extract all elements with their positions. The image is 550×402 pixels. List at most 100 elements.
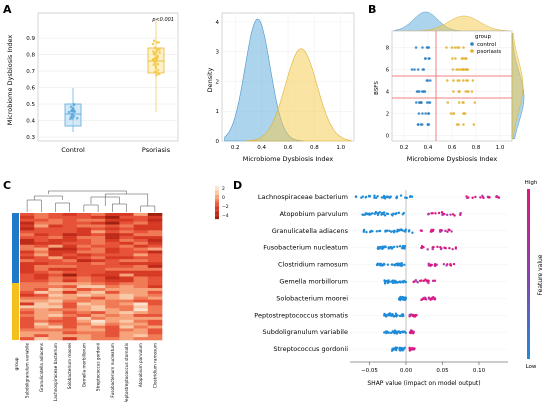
shap-low-point [373, 194, 376, 197]
psoriasis-point [466, 90, 470, 93]
y-tick-label: 0.6 [26, 86, 35, 92]
psoriasis-point [463, 112, 467, 115]
heatmap-cell [91, 250, 106, 254]
shap-low-point [364, 195, 368, 199]
heatmap-cell [133, 215, 149, 220]
shap-low-point [400, 246, 404, 250]
heatmap-cell [133, 279, 149, 283]
dendrogram-branch [112, 203, 127, 212]
y-tick-label: 2 [386, 112, 389, 118]
shap-low-point [398, 245, 402, 248]
heatmap-cell [119, 244, 134, 248]
heatmap-cell [133, 270, 149, 274]
heatmap-cell [76, 282, 92, 286]
heatmap-cell [62, 264, 78, 269]
heatmap-cell [76, 276, 92, 280]
heatmap-cell [48, 328, 63, 332]
heatmap-cell [133, 276, 149, 280]
shap-low-point [376, 263, 380, 266]
heatmap-cell [62, 322, 78, 326]
heatmap-cell [34, 224, 49, 228]
psoriasis-density-curve [245, 48, 353, 142]
psoriasis-point [472, 123, 476, 126]
p-value: p<0.001 [151, 17, 174, 23]
heatmap-cell [62, 319, 78, 323]
shap-high-point [440, 228, 443, 232]
heatmap-cell [105, 282, 120, 286]
heatmap-cell [147, 296, 163, 300]
heatmap-cell [119, 311, 134, 315]
shap-low-point [374, 196, 378, 200]
shap-low-point [404, 280, 407, 284]
heatmap-cell [48, 215, 63, 220]
heatmap-cell [48, 264, 63, 269]
x-tick-label: 1.0 [496, 145, 505, 151]
control-point [416, 123, 420, 126]
shap-low-point [395, 196, 398, 200]
psoriasis-point [456, 79, 460, 82]
heatmap-cell [133, 230, 149, 234]
heatmap-cell [105, 308, 120, 312]
shap-high-point [487, 196, 490, 199]
heatmap-cell [34, 270, 49, 274]
heatmap-cell [105, 288, 120, 292]
heatmap-cell [105, 253, 120, 257]
heatmap-cell [48, 302, 63, 306]
heatmap-cell [119, 325, 134, 329]
heatmap-cell [62, 308, 78, 312]
heatmap-cell [91, 247, 106, 251]
heatmap-cell [133, 227, 149, 231]
heatmap-cell [133, 319, 149, 323]
heatmap-cell [91, 230, 106, 234]
heatmap-cell [119, 259, 134, 263]
heatmap-cell [62, 244, 78, 248]
shap-low-point [378, 211, 382, 214]
heatmap-cell [20, 218, 35, 222]
shap-high-point [459, 212, 462, 215]
heatmap-cell [34, 262, 49, 266]
control-point [417, 90, 421, 93]
colorbar-step [215, 217, 219, 220]
heatmap-cell [34, 233, 49, 237]
colorbar-step [215, 191, 219, 193]
heatmap-cell [76, 296, 92, 300]
shap-high-point [433, 263, 437, 266]
shap-low-point [408, 195, 412, 199]
heatmap-cell [62, 215, 78, 220]
shap-high-point [408, 348, 412, 351]
psoriasis-point [151, 42, 155, 46]
psoriasis-point [152, 50, 155, 53]
heatmap-cell [62, 270, 78, 274]
psoriasis-point [461, 101, 464, 104]
colorbar-step [215, 200, 219, 202]
heatmap-cell [48, 293, 63, 298]
heatmap-cell [48, 331, 63, 335]
heatmap-cell [76, 238, 92, 243]
heatmap-cell [91, 305, 106, 309]
psoriasis-point [457, 101, 461, 104]
y-tick-label: 2 [216, 79, 220, 85]
shap-high-point [445, 213, 449, 217]
control-point [421, 46, 424, 49]
heatmap-cell [20, 247, 35, 251]
shap-low-point [388, 312, 392, 315]
psoriasis-point [451, 68, 455, 71]
shap-low-point [383, 196, 387, 199]
heatmap-cell [147, 316, 163, 321]
heatmap-cell [133, 241, 149, 246]
heatmap-cell [20, 238, 35, 243]
shap-low-point [403, 245, 407, 248]
heatmap-cell [20, 316, 35, 321]
heatmap-cell [48, 244, 63, 248]
shap-low-point [378, 229, 381, 233]
panel-label-a: A [3, 3, 12, 16]
psoriasis-point [158, 51, 161, 54]
shap-low-point [373, 212, 376, 216]
heatmap-cell [34, 299, 49, 303]
psoriasis-point [154, 66, 158, 70]
heatmap-cell [76, 293, 92, 298]
dendrogram-branch [33, 195, 63, 200]
psoriasis-point [155, 50, 158, 53]
heatmap-cell [34, 322, 49, 326]
legend-control-marker [470, 42, 474, 46]
